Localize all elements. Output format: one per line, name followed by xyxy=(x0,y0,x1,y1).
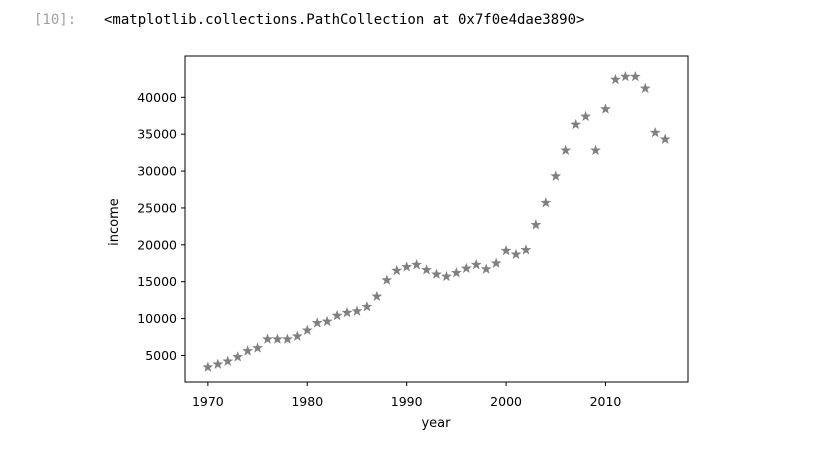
data-point xyxy=(560,144,572,156)
y-tick-label: 20000 xyxy=(137,237,177,252)
data-point xyxy=(232,351,244,362)
data-point xyxy=(500,244,512,256)
x-tick-label: 1990 xyxy=(391,394,423,409)
data-point xyxy=(590,144,602,156)
x-tick-label: 2000 xyxy=(490,394,522,409)
data-point xyxy=(212,358,224,369)
data-point xyxy=(440,270,452,282)
data-point xyxy=(460,262,472,274)
data-point xyxy=(202,361,214,372)
x-axis-label: year xyxy=(421,416,451,431)
data-point xyxy=(520,244,532,255)
data-point xyxy=(391,264,403,276)
y-axis-ticks: 5000 10000 15000 20000 25000 30000 35000 40000 xyxy=(137,90,185,363)
data-point xyxy=(301,324,313,336)
data-point xyxy=(530,219,542,230)
data-point xyxy=(331,309,343,321)
data-point xyxy=(430,268,443,280)
y-tick-label: 40000 xyxy=(137,90,177,105)
data-point xyxy=(450,267,462,278)
data-point xyxy=(361,300,373,312)
data-point xyxy=(351,305,363,316)
data-point xyxy=(291,330,303,341)
output-repr-text: <matplotlib.collections.PathCollection a… xyxy=(104,12,585,28)
data-point xyxy=(321,315,333,327)
data-point xyxy=(411,258,423,270)
y-tick-label: 15000 xyxy=(137,274,177,289)
plot-area-frame xyxy=(184,55,689,383)
data-point xyxy=(341,306,353,318)
data-point xyxy=(639,82,651,94)
output-prompt: [10]: xyxy=(34,12,77,28)
data-point xyxy=(659,133,671,145)
data-point xyxy=(261,333,274,344)
data-point xyxy=(570,118,582,130)
data-point xyxy=(609,73,621,85)
data-point xyxy=(619,70,631,82)
data-point xyxy=(242,345,254,356)
data-point xyxy=(540,196,552,208)
data-point xyxy=(281,333,293,344)
data-point xyxy=(649,126,661,138)
y-tick-label: 10000 xyxy=(137,311,177,326)
data-point xyxy=(271,333,283,344)
y-tick-label: 30000 xyxy=(137,164,177,179)
data-point xyxy=(252,342,264,353)
data-point xyxy=(629,70,641,82)
data-point xyxy=(470,258,482,270)
x-tick-label: 1980 xyxy=(291,394,323,409)
data-point xyxy=(490,257,502,268)
x-tick-label: 2010 xyxy=(590,394,622,409)
x-axis-ticks: 1970 1980 1990 2000 2010 xyxy=(192,382,621,409)
data-point xyxy=(599,103,612,114)
y-tick-label: 5000 xyxy=(145,348,177,363)
y-tick-label: 35000 xyxy=(137,127,177,142)
data-point xyxy=(311,317,323,328)
x-tick-label: 1970 xyxy=(192,394,224,409)
data-points xyxy=(202,70,671,372)
y-axis-label: income xyxy=(107,198,122,246)
data-point xyxy=(580,110,592,122)
data-point xyxy=(550,170,562,181)
data-point xyxy=(510,248,522,260)
data-point xyxy=(222,355,234,367)
data-point xyxy=(381,274,393,285)
data-point xyxy=(401,261,413,272)
data-point xyxy=(480,263,492,274)
y-tick-label: 25000 xyxy=(137,200,177,215)
data-point xyxy=(421,264,433,275)
data-point xyxy=(371,290,383,302)
